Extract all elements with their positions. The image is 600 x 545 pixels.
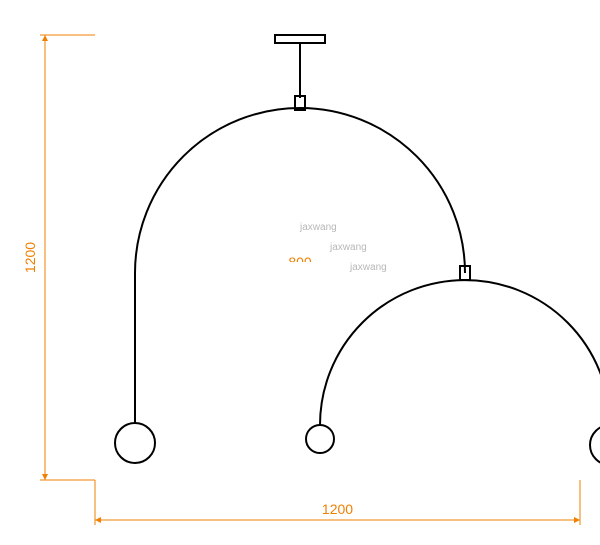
width-dimension-label: 1200 <box>322 501 353 517</box>
watermark-text: jaxwang <box>349 262 387 273</box>
pendant-lamp-diagram: 12001200800800 jaxwangjaxwangjaxwang <box>0 0 600 545</box>
watermark-text: jaxwang <box>329 242 367 253</box>
watermark-text: jaxwang <box>299 222 337 233</box>
height-dimension-label: 1200 <box>22 242 38 273</box>
